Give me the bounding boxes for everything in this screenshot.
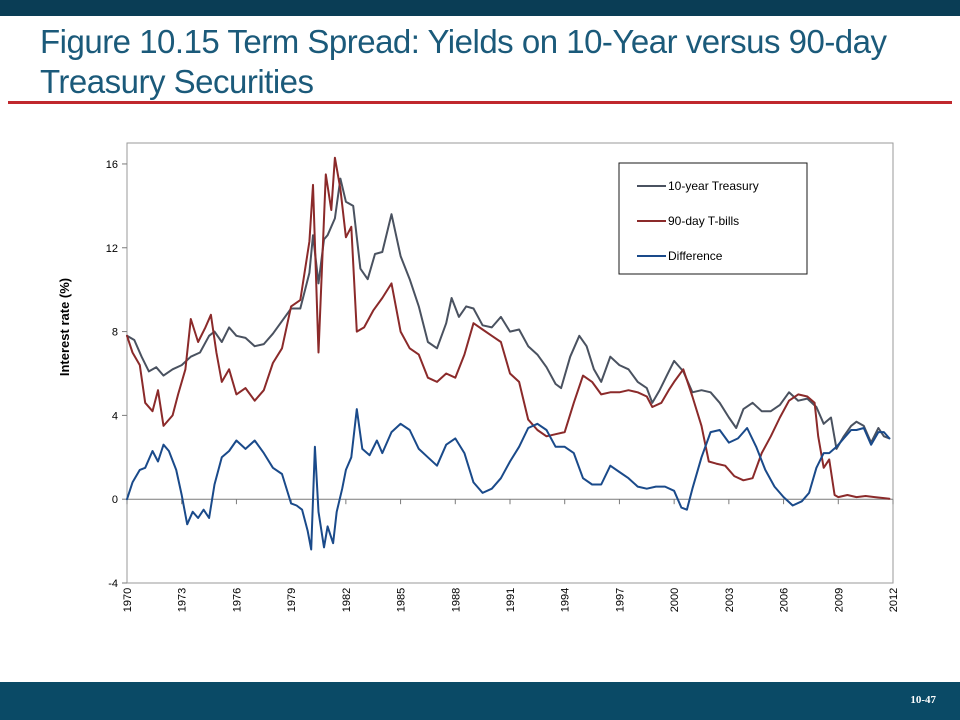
x-tick-label: 2009 — [833, 588, 845, 612]
x-tick-label: 1970 — [122, 588, 134, 612]
title-underline — [8, 101, 952, 104]
y-tick-label: 12 — [106, 243, 118, 255]
page-number: 10-47 — [910, 694, 936, 706]
legend: 10-year Treasury 90-day T-bills Differen… — [618, 162, 808, 275]
legend-label-90-day-t-bills: 90-day T-bills — [668, 214, 739, 228]
x-tick-label: 2006 — [779, 588, 791, 612]
y-tick-label: 16 — [106, 159, 118, 171]
x-tick-label: 1997 — [614, 588, 626, 612]
series-line-10-year-treasury — [126, 177, 891, 450]
x-tick-label: 1973 — [177, 588, 189, 612]
x-tick-label: 2000 — [669, 588, 681, 612]
y-tick-label: 8 — [112, 327, 118, 339]
x-tick-label: 1985 — [396, 588, 408, 612]
x-tick-label: 1982 — [341, 588, 353, 612]
series-line-difference — [126, 408, 891, 551]
y-axis-label: Interest rate (%) — [57, 278, 72, 376]
x-tick-label: 1988 — [450, 588, 462, 612]
slide-title: Figure 10.15 Term Spread: Yields on 10-Y… — [40, 23, 887, 100]
y-tick-label: -4 — [108, 578, 118, 590]
legend-label-10-year-treasury: 10-year Treasury — [668, 179, 759, 193]
x-tick-label: 1979 — [286, 588, 298, 612]
y-tick-label: 0 — [112, 494, 118, 506]
line-chart: -4 0 4 8 12 16 1970 1973 1976 1979 1982 1985 1988 199… — [57, 142, 900, 612]
y-tick-label: 4 — [112, 410, 118, 422]
x-tick-label: 1976 — [231, 588, 243, 612]
x-tick-label: 2012 — [888, 588, 900, 612]
legend-label-difference: Difference — [668, 249, 723, 263]
header-bar — [0, 0, 960, 16]
footer-bar: 10-47 — [0, 682, 960, 720]
x-tick-label: 1991 — [505, 588, 517, 612]
x-tick-label: 1994 — [560, 588, 572, 612]
x-tick-label: 2003 — [724, 588, 736, 612]
series-line-90-day-t-bills — [126, 156, 891, 500]
